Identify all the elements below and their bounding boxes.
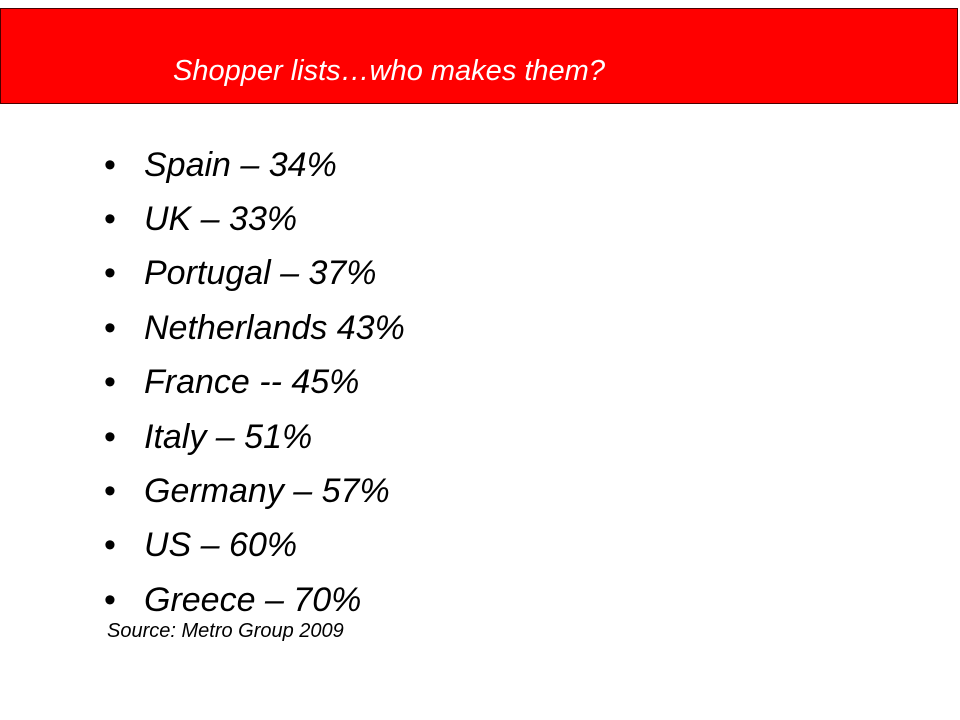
bullet-icon: • [104, 200, 116, 239]
list-item: • UK – 33% [104, 192, 405, 246]
source-citation: Source: Metro Group 2009 [107, 620, 344, 642]
bullet-icon: • [104, 580, 116, 619]
list-item-text: Spain – 34% [144, 145, 337, 184]
country-list: • Spain – 34% • UK – 33% • Portugal – 37… [104, 138, 405, 628]
list-item-text: UK – 33% [144, 200, 298, 239]
title-bar: Shopper lists…who makes them? [0, 8, 958, 104]
bullet-icon: • [104, 254, 116, 293]
slide-title: Shopper lists…who makes them? [173, 55, 605, 87]
list-item: • Italy – 51% [104, 410, 405, 464]
list-item-text: Portugal – 37% [144, 254, 377, 293]
list-item: • Netherlands 43% [104, 301, 405, 355]
list-item-text: Italy – 51% [144, 417, 313, 456]
list-item: • Germany – 57% [104, 464, 405, 518]
bullet-icon: • [104, 472, 116, 511]
list-item-text: Netherlands 43% [144, 308, 405, 347]
list-item: • Spain – 34% [104, 138, 405, 192]
bullet-icon: • [104, 417, 116, 456]
list-item-text: US – 60% [144, 526, 298, 565]
bullet-icon: • [104, 145, 116, 184]
list-item-text: France -- 45% [144, 363, 360, 402]
list-item-text: Germany – 57% [144, 472, 390, 511]
list-item-text: Greece – 70% [144, 580, 362, 619]
bullet-icon: • [104, 308, 116, 347]
list-item: • Greece – 70% [104, 573, 405, 627]
list-item: • France -- 45% [104, 356, 405, 410]
list-item: • Portugal – 37% [104, 247, 405, 301]
list-item: • US – 60% [104, 519, 405, 573]
bullet-icon: • [104, 363, 116, 402]
bullet-icon: • [104, 526, 116, 565]
